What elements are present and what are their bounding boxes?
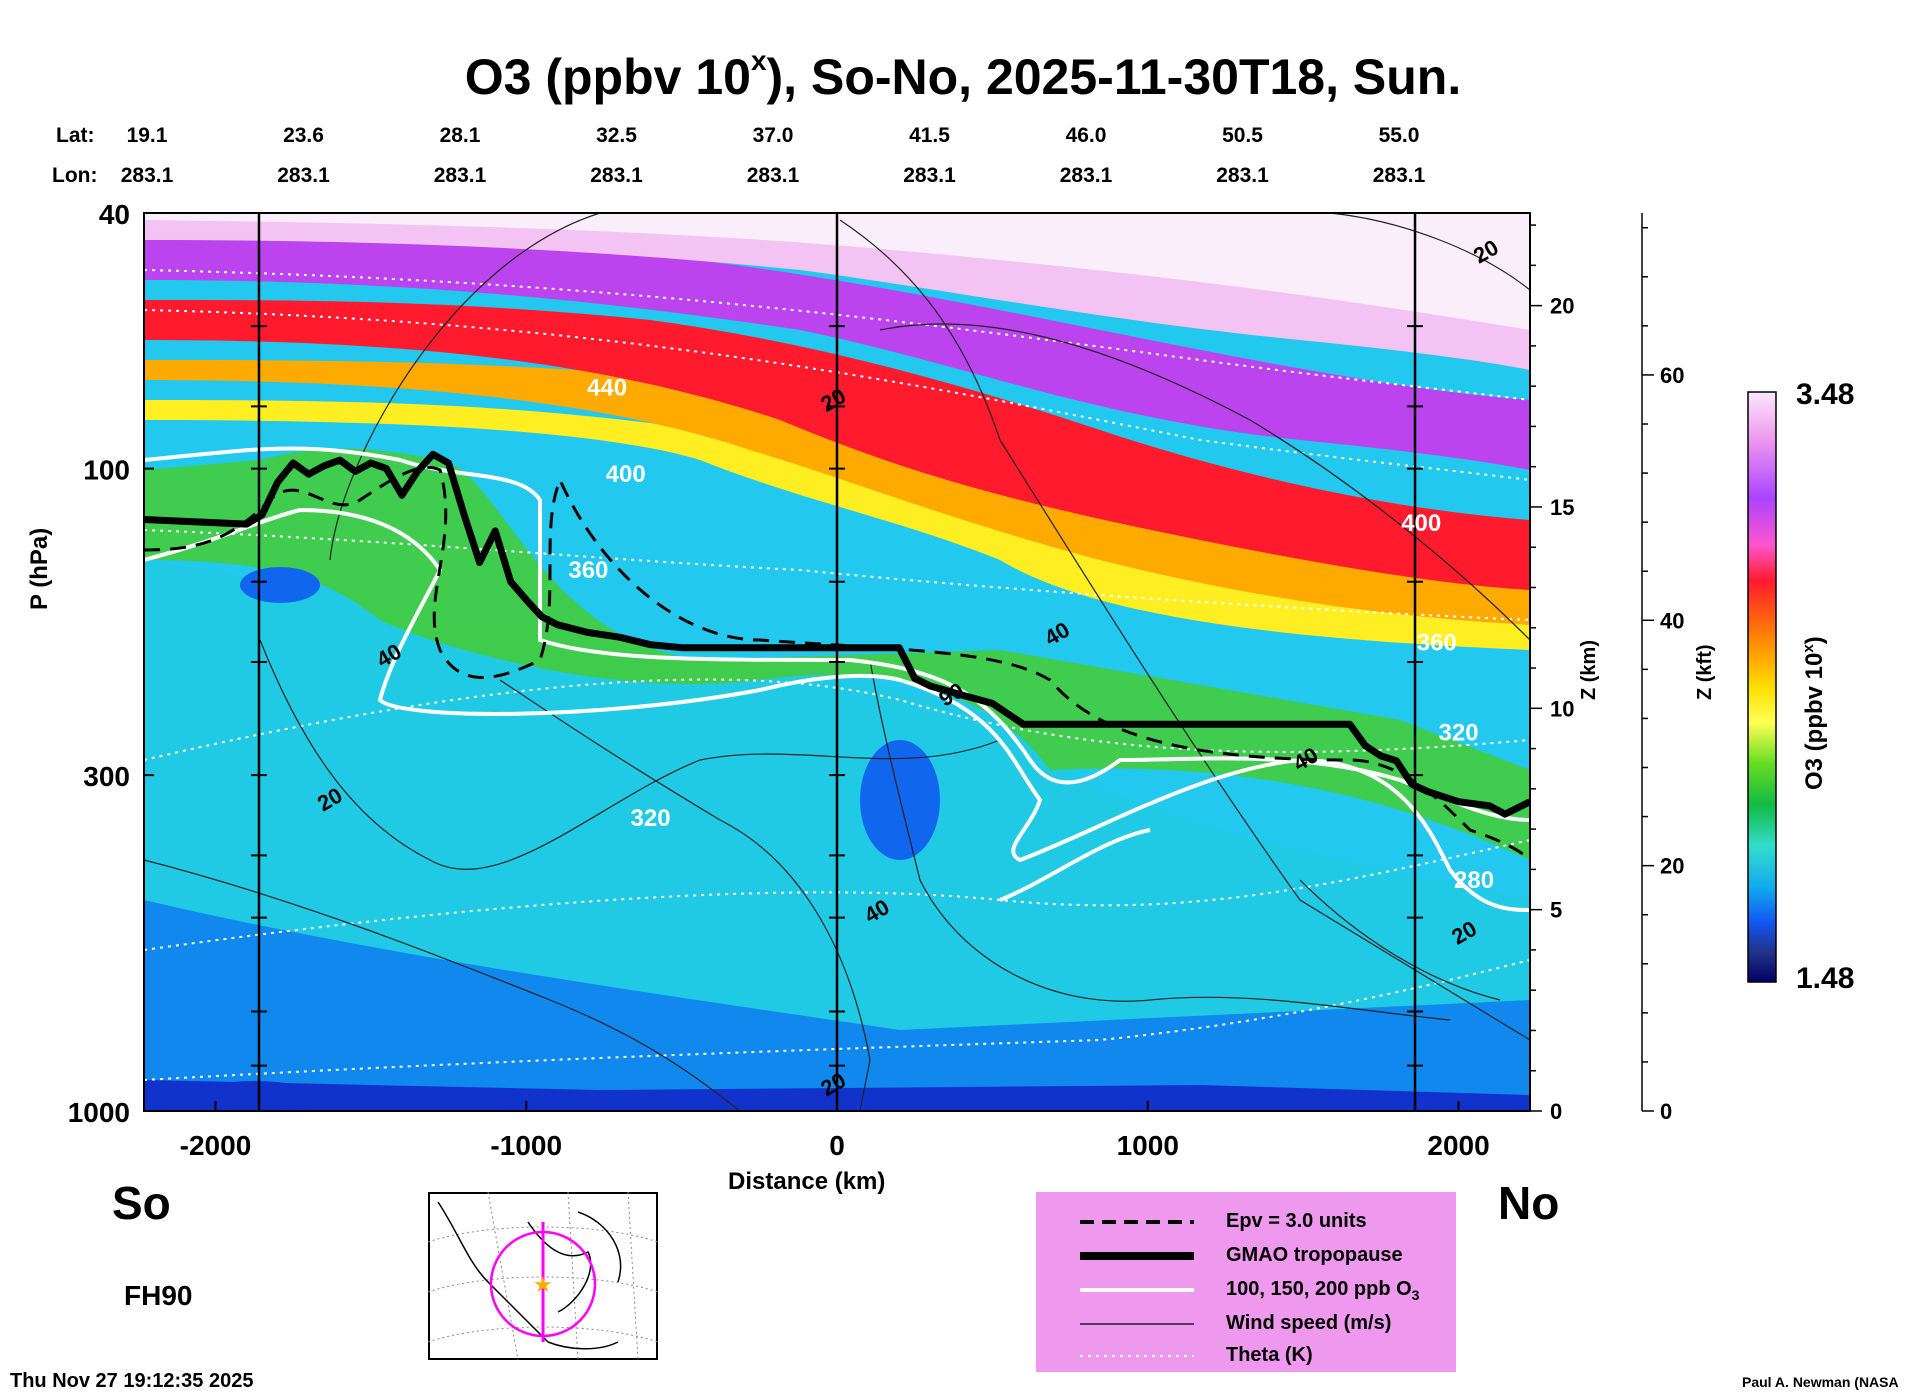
lat-value: 28.1	[439, 124, 481, 147]
lon-value: 283.1	[1216, 164, 1269, 187]
z-km-tick-label: 20	[1550, 294, 1574, 319]
colorbar-title: O3 (ppbv 10x)	[1800, 636, 1828, 790]
theta-label: 440	[587, 375, 627, 402]
z-km-tick-label: 10	[1550, 696, 1574, 721]
map-star-icon: ★	[533, 1272, 553, 1297]
north-label: No	[1498, 1177, 1560, 1229]
lat-value: 50.5	[1222, 124, 1263, 147]
y-axis-title: P (hPa)	[26, 527, 53, 610]
gmao-tropopause-line	[144, 450, 1530, 818]
forecast-hour: FH90	[124, 1280, 193, 1311]
lon-value: 283.1	[1372, 164, 1426, 187]
wind-contour	[1299, 879, 1501, 1001]
colorbar-min: 1.48	[1796, 962, 1855, 995]
lat-label: Lat:	[56, 124, 95, 147]
wind-contour	[869, 659, 1451, 1021]
z-kft-title: Z (kft)	[1694, 644, 1716, 700]
lon-value: 283.1	[1059, 164, 1113, 187]
wind-contour	[1329, 213, 1530, 291]
lon-value: 283.1	[590, 164, 643, 187]
x-tick-label: 0	[829, 1130, 845, 1161]
legend: Epv = 3.0 units GMAO tropopause 100, 150…	[1036, 1192, 1456, 1372]
lat-value: 19.1	[126, 124, 168, 147]
lat-value: 46.0	[1065, 124, 1107, 147]
lon-value: 283.1	[433, 164, 487, 187]
chart-title: O3 (ppbv 10x), So-No, 2025-11-30T18, Sun…	[464, 45, 1462, 105]
theta-label: 400	[606, 461, 646, 488]
ozone-150ppb-line	[144, 446, 1530, 822]
z-km-tick-label: 15	[1550, 495, 1574, 520]
lon-label: Lon:	[52, 164, 98, 187]
theta-360-line	[144, 529, 1530, 621]
timestamp: Thu Nov 27 19:12:35 2025	[10, 1370, 254, 1392]
credit: Paul A. Newman (NASA	[1742, 1374, 1899, 1390]
x-tick-label: -1000	[490, 1130, 562, 1161]
theta-label: 280	[1454, 867, 1494, 894]
theta-label: 320	[631, 805, 671, 832]
theta-440-line	[144, 269, 1530, 401]
wind-contour	[144, 859, 741, 1111]
epv-contour	[144, 465, 1530, 862]
colorbar-max: 3.48	[1796, 378, 1855, 411]
wind-contour	[879, 323, 1530, 641]
z-km-tick-label: 5	[1550, 898, 1562, 923]
theta-320-line	[144, 678, 1530, 761]
lat-value: 41.5	[909, 124, 950, 147]
theta-label: 400	[1401, 510, 1441, 537]
x-tick-label: 2000	[1427, 1130, 1489, 1161]
legend-label-wind: Wind speed (m/s)	[1226, 1312, 1392, 1334]
inset-map: ★	[428, 1192, 658, 1360]
axes: -2000 -1000 0 1000 2000 40 100 300 1000 0 5 10 15 20 0…	[68, 199, 1685, 1161]
z-kft-tick-label: 40	[1660, 608, 1684, 633]
z-kft-tick-label: 60	[1660, 363, 1684, 388]
y-tick-label: 40	[99, 199, 130, 230]
y-tick-label: 1000	[68, 1097, 130, 1128]
lon-value: 283.1	[746, 164, 800, 187]
x-axis-title: Distance (km)	[728, 1168, 886, 1195]
z-km-title: Z (km)	[1578, 640, 1600, 700]
legend-label-theta: Theta (K)	[1226, 1344, 1313, 1366]
z-kft-tick-label: 0	[1660, 1099, 1672, 1124]
x-tick-label: -2000	[180, 1130, 252, 1161]
south-label: So	[112, 1177, 171, 1229]
legend-label-tropopause: GMAO tropopause	[1226, 1244, 1403, 1266]
ozone-ppb-contours	[144, 446, 1530, 912]
y-tick-label: 100	[83, 455, 130, 486]
lat-value: 32.5	[596, 124, 637, 147]
theta-label: 360	[1417, 630, 1457, 657]
colorbar	[1747, 391, 1777, 983]
z-kft-tick-label: 20	[1660, 854, 1684, 879]
ozone-200ppb-line	[999, 828, 1151, 902]
lon-value: 283.1	[277, 164, 330, 187]
theta-contours	[144, 269, 1530, 1081]
theta-300-line	[144, 839, 1530, 951]
legend-label-ozone: 100, 150, 200 ppb O3	[1226, 1278, 1420, 1303]
lon-value: 283.1	[120, 164, 174, 187]
ozone-100ppb-line	[144, 507, 1530, 912]
wind-contour	[259, 639, 1001, 870]
wind-contours	[144, 213, 1530, 1111]
theta-400-line	[144, 309, 1530, 481]
z-km-tick-label: 0	[1550, 1099, 1562, 1124]
lon-value: 283.1	[903, 164, 956, 187]
wind-contour	[499, 679, 871, 1111]
theta-label: 360	[568, 557, 608, 584]
lat-value: 55.0	[1378, 124, 1420, 147]
legend-label-epv: Epv = 3.0 units	[1226, 1210, 1367, 1232]
epv-3-line	[144, 465, 1530, 862]
lat-value: 37.0	[752, 124, 794, 147]
theta-280-line	[144, 959, 1530, 1081]
lat-value: 23.6	[283, 124, 324, 147]
x-tick-label: 1000	[1117, 1130, 1179, 1161]
wind-contour	[839, 219, 1530, 1041]
y-tick-label: 300	[83, 761, 130, 792]
theta-label: 320	[1439, 720, 1479, 747]
vertical-markers	[250, 213, 1424, 1111]
